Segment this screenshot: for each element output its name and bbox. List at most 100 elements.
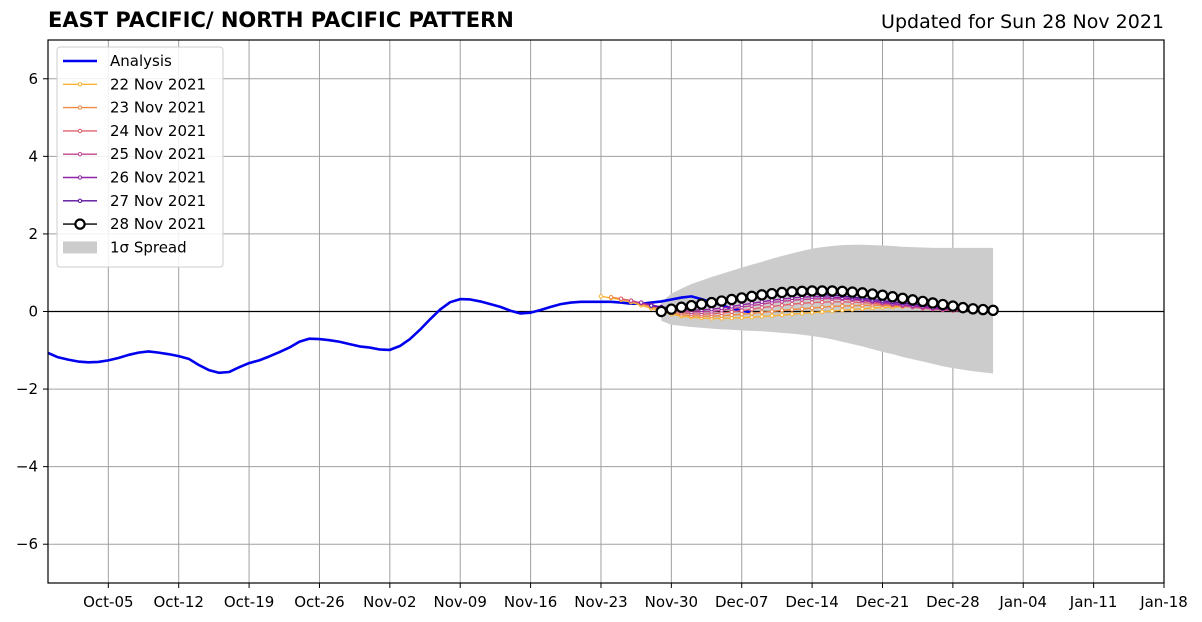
forecast-point: [749, 301, 754, 306]
forecast-point: [749, 315, 754, 320]
y-tick-label: 4: [28, 147, 38, 165]
forecast-point: [947, 300, 959, 312]
forecast-point: [725, 293, 738, 306]
forecast-point: [739, 308, 744, 313]
forecast-point: [799, 301, 805, 306]
x-tick-label: Nov-23: [574, 593, 627, 611]
forecast-point: [819, 299, 825, 305]
forecast-point: [608, 294, 614, 300]
y-tick-label: 6: [28, 70, 38, 88]
forecast-point: [799, 306, 805, 311]
legend-label: 27 Nov 2021: [110, 192, 206, 210]
forecast-point: [618, 296, 624, 301]
legend-item: 25 Nov 2021: [63, 145, 206, 163]
forecast-point: [987, 304, 999, 317]
forecast-point: [906, 294, 919, 306]
legend-marker: [77, 82, 83, 87]
forecast-point: [830, 308, 835, 314]
x-tick-label: Dec-07: [715, 593, 769, 611]
legend-item: 28 Nov 2021: [63, 215, 206, 233]
forecast-point: [756, 289, 768, 301]
forecast-point: [917, 295, 929, 308]
forecast-point: [746, 290, 758, 303]
forecast-point: [856, 287, 869, 299]
forecast-point: [819, 309, 825, 315]
forecast-point: [866, 288, 879, 300]
spread-band: [661, 244, 994, 374]
forecast-point: [809, 305, 815, 311]
forecast-point: [840, 303, 845, 309]
x-tick-label: Nov-16: [504, 593, 557, 611]
forecast-point: [649, 303, 654, 308]
legend-box: [56, 46, 224, 268]
forecast-point: [850, 307, 855, 312]
forecast-point: [967, 303, 979, 315]
forecast-point: [759, 314, 765, 319]
x-tick-label: Oct-19: [224, 593, 274, 611]
forecast-point: [749, 306, 754, 312]
forecast-point: [739, 302, 744, 308]
forecast-point: [665, 303, 678, 315]
forecast-point: [977, 303, 989, 316]
legend-marker: [77, 198, 83, 204]
forecast-point: [826, 285, 838, 297]
x-tick-label: Oct-12: [153, 593, 203, 611]
legend-label: Analysis: [110, 52, 172, 70]
forecast-point: [749, 311, 754, 316]
legend-label: 22 Nov 2021: [110, 75, 206, 93]
legend-item: 23 Nov 2021: [63, 99, 206, 117]
y-tick-label: 0: [28, 303, 38, 321]
x-tick-label: Dec-28: [926, 593, 980, 611]
forecast-point: [776, 286, 788, 299]
forecast-point: [840, 308, 845, 313]
y-tick-label: −6: [16, 535, 38, 553]
forecast-point: [736, 292, 748, 304]
legend-item: 1σ Spread: [63, 238, 187, 256]
forecast-point: [809, 310, 815, 315]
legend-marker: [74, 218, 86, 230]
forecast-point: [789, 307, 795, 312]
legend-label: 28 Nov 2021: [110, 215, 206, 233]
forecast-point: [876, 289, 889, 301]
forecast-point: [759, 299, 765, 305]
forecast-point: [769, 309, 775, 314]
legend-item: 26 Nov 2021: [63, 169, 206, 187]
forecast-point: [739, 312, 744, 317]
forecast-point: [830, 304, 835, 309]
forecast-point: [957, 301, 969, 314]
legend-item: 27 Nov 2021: [63, 192, 206, 210]
forecast-series-28-nov-2021: [655, 285, 999, 318]
forecast-point: [789, 312, 795, 317]
y-tick-label: −2: [16, 380, 38, 398]
legend-label: 26 Nov 2021: [110, 169, 206, 187]
forecast-point: [860, 306, 865, 311]
legend-swatch: [63, 241, 97, 254]
legend-marker: [77, 105, 83, 110]
x-tick-label: Oct-05: [83, 593, 133, 611]
x-tick-label: Oct-26: [294, 593, 344, 611]
legend-label: 24 Nov 2021: [110, 122, 206, 140]
forecast-point: [739, 315, 744, 320]
forecast-point: [836, 285, 848, 298]
forecast-point: [598, 294, 604, 299]
forecast-point: [695, 298, 708, 310]
x-tick-label: Jan-18: [1139, 593, 1188, 611]
forecast-point: [779, 312, 785, 318]
x-tick-label: Jan-11: [1069, 593, 1118, 611]
x-tick-label: Dec-14: [785, 593, 839, 611]
legend-label: 23 Nov 2021: [110, 99, 206, 117]
forecast-point: [779, 303, 785, 308]
y-tick-label: −4: [16, 458, 38, 476]
forecast-point: [937, 298, 949, 311]
legend: Analysis 22 Nov 2021 23 Nov 2021 24 Nov 202…: [56, 46, 224, 268]
legend-item: Analysis: [63, 52, 172, 70]
legend-label: 1σ Spread: [110, 238, 187, 256]
legend-item: 22 Nov 2021: [63, 75, 206, 93]
forecast-point: [766, 287, 778, 300]
analysis-line: [48, 295, 752, 375]
forecast-point: [729, 304, 734, 309]
forecast-point: [799, 311, 805, 316]
legend-marker: [77, 152, 83, 157]
legend-item: 24 Nov 2021: [63, 122, 206, 140]
